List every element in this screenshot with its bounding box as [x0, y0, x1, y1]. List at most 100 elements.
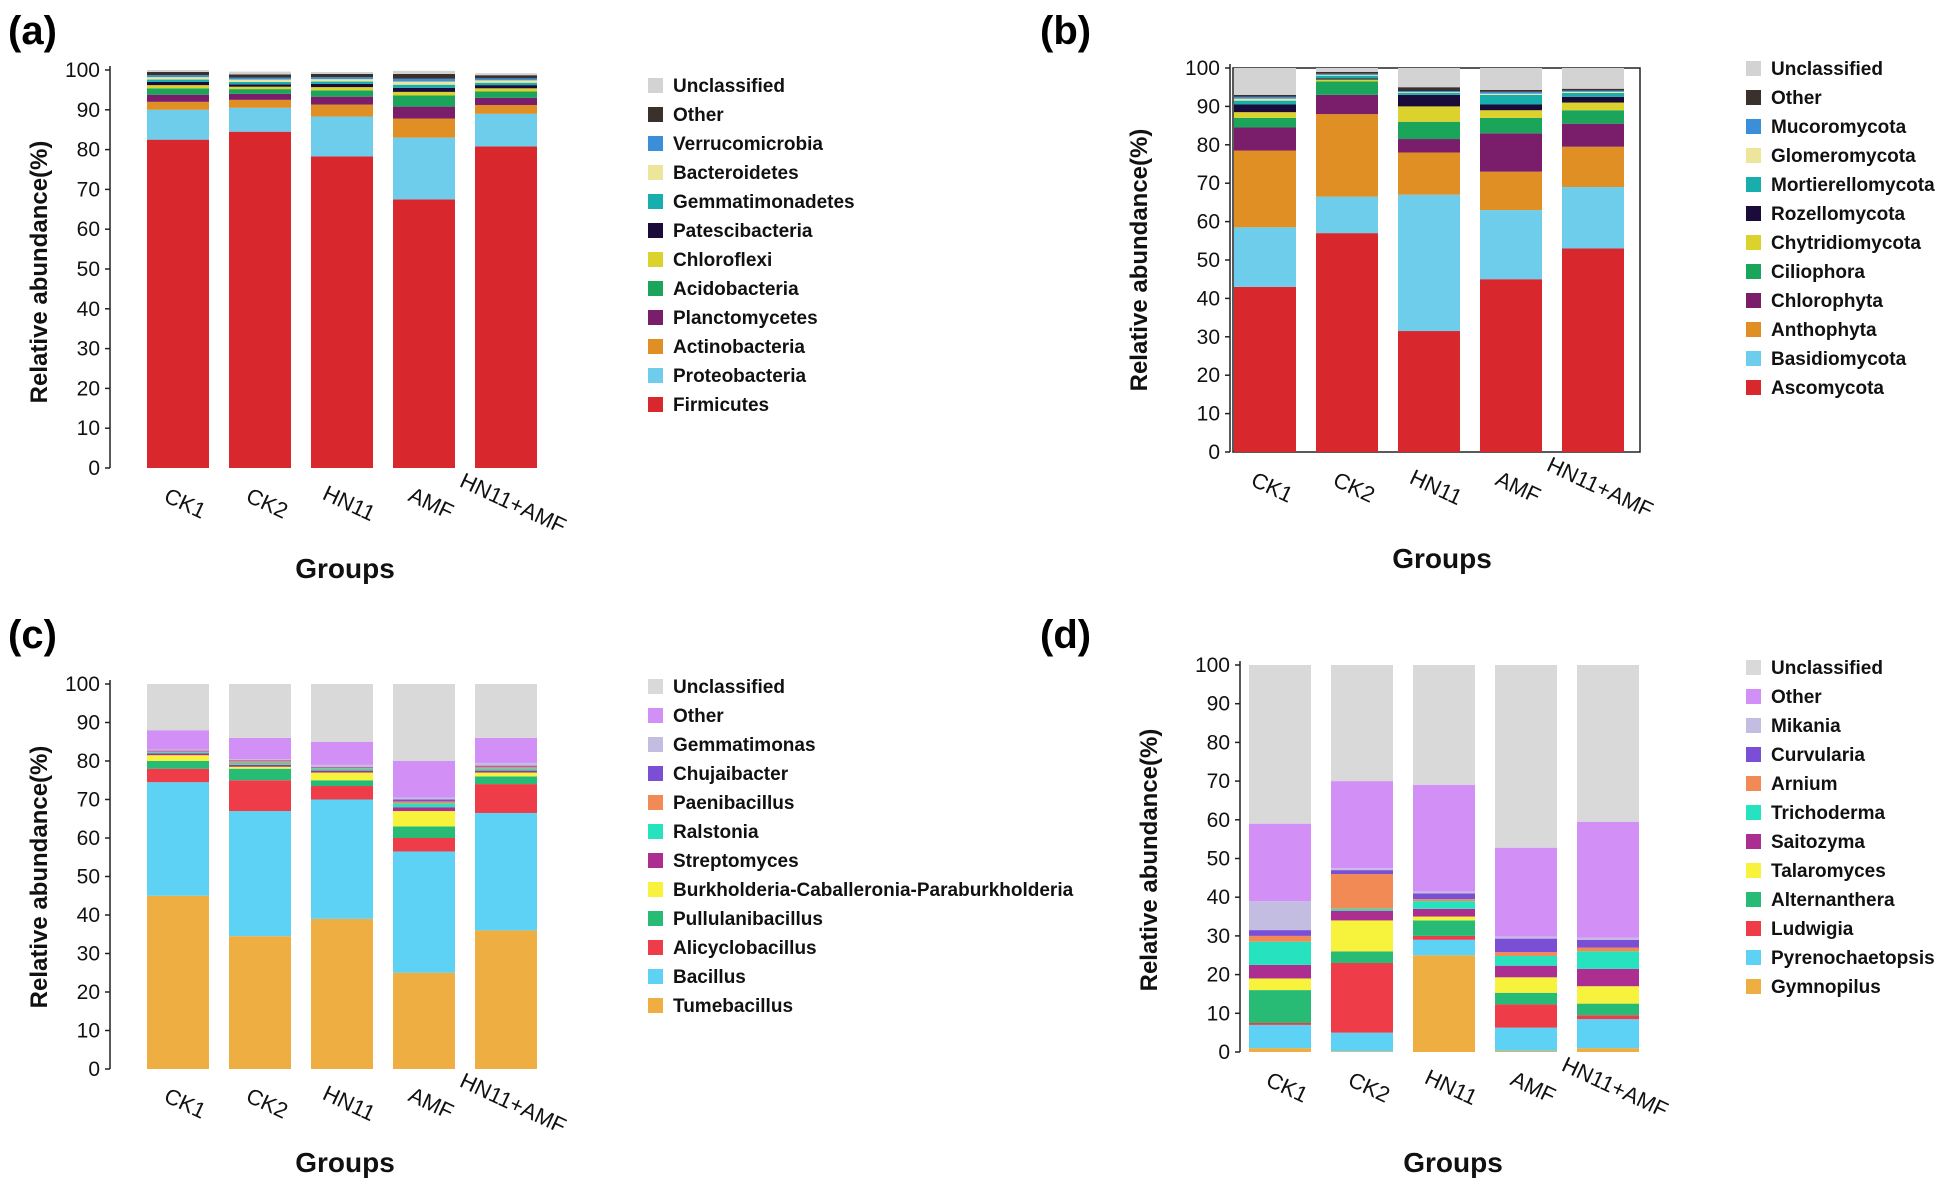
legend-swatch — [648, 853, 663, 868]
panel-label: (a) — [8, 9, 57, 53]
legend-swatch — [1746, 380, 1761, 395]
bar-segment-alicyclobacillus-amf — [393, 838, 455, 852]
y-tick-label: 0 — [88, 1058, 100, 1081]
legend-swatch — [648, 737, 663, 752]
bar-segment-mortierellomycota-ck1 — [1234, 100, 1296, 105]
legend-label: Anthophyta — [1771, 320, 1877, 341]
bar-segment-bacteroidetes-hn11 — [311, 79, 373, 82]
bar-segment-ralstonia-ck2 — [229, 762, 291, 765]
legend-label: Unclassified — [1771, 59, 1883, 80]
y-tick-label: 40 — [77, 904, 100, 927]
bar-segment-gemmatimonadetes-amf — [393, 84, 455, 88]
bar-segment-glomeromycota-ck2 — [1316, 74, 1378, 76]
panel-label: (c) — [8, 613, 57, 657]
bar-segment-bacillus-ck1 — [147, 782, 209, 896]
y-tick-label: 90 — [1207, 693, 1230, 716]
bar-segment-verrucomicrobia-ck2 — [229, 77, 291, 80]
bar-segment-ludwigia-hn11 — [1413, 935, 1475, 940]
bar-segment-arnium-ck2 — [1331, 873, 1393, 909]
bar-segment-actinobacteria-ck2 — [229, 99, 291, 108]
legend-swatch — [1746, 119, 1761, 134]
bar-segment-curvularia-amf — [1495, 938, 1557, 953]
y-tick-label: 20 — [1197, 364, 1220, 387]
bar-segment-chlorophyta-hn11-amf — [1562, 123, 1624, 147]
panel-label: (b) — [1040, 9, 1091, 53]
bar-segment-chlorophyta-ck2 — [1316, 94, 1378, 115]
bar-segment-chloroflexi-ck2 — [229, 86, 291, 90]
bar-segment-ascomycota-amf — [1480, 279, 1542, 452]
y-tick-label: 100 — [65, 673, 100, 696]
legend-swatch — [648, 708, 663, 723]
x-tick-label: AMF — [1507, 1066, 1560, 1108]
bar-segment-chloroflexi-hn11 — [311, 87, 373, 91]
bar-segment-gymnopilus-hn11 — [1413, 955, 1475, 1052]
y-tick-label: 30 — [1207, 925, 1230, 948]
bar-segment-verrucomicrobia-amf — [393, 78, 455, 82]
bar-segment-unclassified-hn11-amf — [1562, 68, 1624, 89]
legend-swatch — [648, 194, 663, 209]
bar-segment-other-ck2 — [1316, 71, 1378, 74]
legend-swatch — [1746, 689, 1761, 704]
legend-label: Alternanthera — [1771, 890, 1895, 911]
bar-segment-unclassified-ck2 — [229, 71, 291, 75]
bar-segment-other-ck2 — [1331, 781, 1393, 869]
legend-label: Bacillus — [673, 967, 746, 988]
panel-d: (d) 0 10 20 30 40 50 60 70 80 90 100 CK1 CK2 HN11 AMFHN… — [1040, 613, 1935, 1178]
bar-segment-basidiomycota-hn11 — [1398, 194, 1460, 332]
legend-label: Proteobacteria — [673, 366, 806, 387]
bar-segment-burkholderia-caballeronia-paraburkholderia-hn11-amf — [475, 772, 537, 777]
legend-swatch — [648, 136, 663, 151]
legend-label: Curvularia — [1771, 745, 1865, 766]
legend-label: Patescibacteria — [673, 221, 813, 242]
bar-segment-anthophyta-ck2 — [1316, 114, 1378, 197]
bar-segment-mucoromycota-hn11 — [1398, 91, 1460, 93]
legend-swatch — [648, 998, 663, 1013]
bar-segment-curvularia-hn11-amf — [1577, 939, 1639, 948]
y-tick-label: 80 — [77, 750, 100, 773]
legend-swatch — [648, 766, 663, 781]
bar-segment-anthophyta-amf — [1480, 171, 1542, 211]
bar-segment-ludwigia-hn11-amf — [1577, 1015, 1639, 1020]
bar-segment-mikania-ck2 — [1331, 868, 1393, 871]
bar-segment-gymnopilus-ck1 — [1249, 1048, 1311, 1052]
bar-segment-bacteroidetes-ck2 — [229, 79, 291, 82]
legend-label: Saitozyma — [1771, 832, 1865, 853]
bar-segment-unclassified-hn11 — [1413, 665, 1475, 785]
bar-segment-rozellomycota-amf — [1480, 104, 1542, 111]
bar-segment-glomeromycota-amf — [1480, 93, 1542, 95]
legend-label: Mucoromycota — [1771, 117, 1907, 138]
panel-a: (a) 0 10 20 30 40 50 60 70 80 90 100 CK1 CK2 HN11 AMFHN… — [8, 9, 855, 584]
y-tick-label: 80 — [77, 139, 100, 162]
bar-segment-alternanthera-hn11 — [1413, 920, 1475, 936]
bar-segment-glomeromycota-hn11 — [1398, 92, 1460, 93]
bar-segment-unclassified-amf — [1480, 68, 1542, 90]
bar-segment-saitozyma-ck2 — [1331, 910, 1393, 921]
y-tick-label: 70 — [1207, 770, 1230, 793]
x-tick-label: HN11 — [319, 480, 379, 526]
legend-label: Basidiomycota — [1771, 349, 1907, 370]
bar-segment-bacillus-ck2 — [229, 811, 291, 937]
bar-segment-pyrenochaetopsis-ck1 — [1249, 1024, 1311, 1049]
bar-segment-gemmatimonas-ck1 — [147, 749, 209, 751]
legend-swatch — [1746, 177, 1761, 192]
y-axis-title: Relative abundance(%) — [1136, 729, 1163, 992]
bar-segment-other-hn11-amf — [475, 75, 537, 79]
legend-swatch — [1746, 979, 1761, 994]
panel-label: (d) — [1040, 613, 1091, 657]
legend-label: Other — [673, 706, 724, 727]
legend-swatch — [648, 397, 663, 412]
bar-segment-streptomyces-hn11-amf — [475, 770, 537, 773]
bar-segment-mortierellomycota-amf — [1480, 94, 1542, 105]
y-tick-label: 90 — [77, 99, 100, 122]
y-tick-label: 50 — [77, 258, 100, 281]
bar-segment-unclassified-hn11-amf — [1577, 665, 1639, 822]
x-tick-label: HN11 — [1406, 464, 1466, 510]
x-tick-label: CK1 — [160, 1083, 209, 1124]
y-tick-label: 30 — [1197, 326, 1220, 349]
bar-segment-chujaibacter-amf — [393, 799, 455, 802]
bar-segment-firmicutes-hn11-amf — [475, 146, 537, 468]
y-tick-label: 0 — [88, 457, 100, 480]
bar-segment-mucoromycota-ck2 — [1316, 73, 1378, 75]
legend-label: Unclassified — [1771, 658, 1883, 679]
x-tick-label: CK2 — [242, 1083, 291, 1124]
